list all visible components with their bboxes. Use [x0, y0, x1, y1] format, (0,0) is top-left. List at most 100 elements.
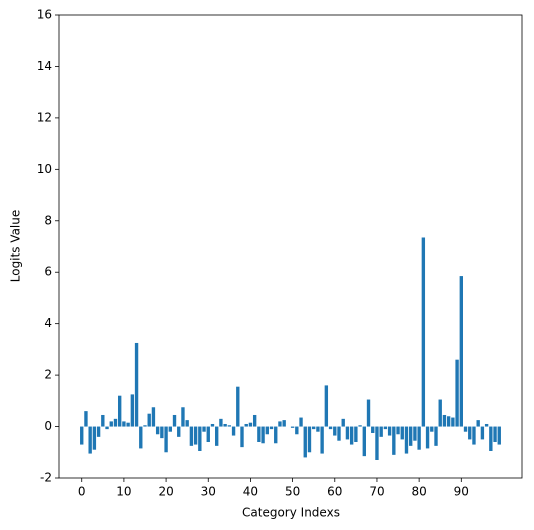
x-tick-label: 50 [285, 485, 300, 499]
x-tick-label: 70 [369, 485, 384, 499]
bar [80, 426, 84, 445]
bar [434, 426, 438, 446]
plot-frame [58, 14, 523, 479]
x-tick-label: 10 [116, 485, 131, 499]
bar [354, 426, 358, 442]
bar [126, 422, 130, 427]
bar [438, 399, 442, 427]
y-tick-label: 8 [44, 213, 52, 227]
bar [387, 426, 392, 436]
bar [143, 425, 147, 427]
y-tick-label: 4 [44, 316, 52, 330]
bar [484, 423, 489, 427]
x-tick-label: 80 [411, 485, 426, 499]
bar [400, 426, 404, 440]
bar [198, 426, 202, 451]
bar [240, 426, 244, 448]
bar [307, 426, 312, 453]
x-tick-label: 90 [454, 485, 469, 499]
bar [366, 399, 371, 427]
bar [349, 426, 354, 445]
bar [155, 426, 160, 435]
bar [312, 426, 316, 430]
bar [290, 426, 295, 428]
bar [497, 426, 501, 445]
bar [371, 426, 375, 433]
bar [248, 422, 253, 427]
bar [476, 420, 480, 427]
y-tick-label: 16 [37, 8, 52, 22]
x-axis-label: Category Indexs [242, 506, 340, 520]
bar [425, 426, 430, 449]
bar [493, 426, 497, 442]
bar [324, 385, 329, 427]
bar [185, 420, 189, 427]
y-tick-label: 6 [44, 265, 52, 279]
bar [134, 342, 139, 427]
x-tick-label: 0 [78, 485, 86, 499]
bar [109, 421, 113, 427]
bar [101, 414, 105, 427]
x-tick-label: 30 [201, 485, 216, 499]
bar [252, 414, 257, 427]
y-tick-label: 10 [37, 162, 52, 176]
bar [362, 426, 366, 457]
bar [219, 418, 223, 427]
bar [345, 426, 350, 440]
bar [168, 426, 172, 432]
bar [463, 426, 468, 432]
bar [375, 426, 379, 460]
bar [472, 426, 476, 445]
bar [409, 426, 413, 446]
bar [442, 414, 447, 427]
bar [320, 426, 324, 454]
bar [358, 425, 362, 427]
bar [413, 426, 417, 441]
x-tick-label: 60 [327, 485, 342, 499]
bar [105, 426, 109, 430]
y-axis-label: Logits Value [9, 210, 23, 283]
bar [193, 426, 198, 445]
bar [392, 426, 396, 455]
bar [257, 426, 261, 442]
bar [417, 426, 421, 450]
bar [215, 426, 219, 446]
bar [455, 359, 459, 427]
bar [265, 426, 269, 435]
bar [160, 426, 164, 439]
y-tick-label: 14 [37, 59, 52, 73]
bar [88, 426, 92, 454]
bar [489, 426, 493, 451]
bar [261, 426, 265, 444]
bar [210, 423, 215, 427]
y-tick-label: 12 [37, 110, 52, 124]
bar [269, 426, 274, 430]
bar [130, 394, 135, 427]
bar [430, 426, 434, 432]
bar [379, 426, 383, 437]
bar [118, 395, 122, 427]
bar [206, 426, 210, 442]
bar [202, 426, 206, 432]
bar [227, 425, 232, 427]
x-tick-label: 40 [243, 485, 258, 499]
bar [295, 426, 299, 435]
bar [341, 418, 345, 427]
bar [299, 417, 303, 427]
bar [189, 426, 194, 446]
bar [172, 414, 177, 427]
bar [396, 426, 400, 435]
bar [316, 426, 320, 432]
y-tick-label: 2 [44, 368, 52, 382]
bar [151, 407, 156, 427]
x-tick-label: 20 [158, 485, 173, 499]
bar [446, 416, 451, 427]
bar [181, 407, 185, 427]
bar [236, 386, 240, 427]
bar [480, 426, 485, 440]
bar [113, 418, 118, 427]
bar [328, 426, 333, 430]
bar [337, 426, 341, 441]
bar [96, 426, 101, 437]
